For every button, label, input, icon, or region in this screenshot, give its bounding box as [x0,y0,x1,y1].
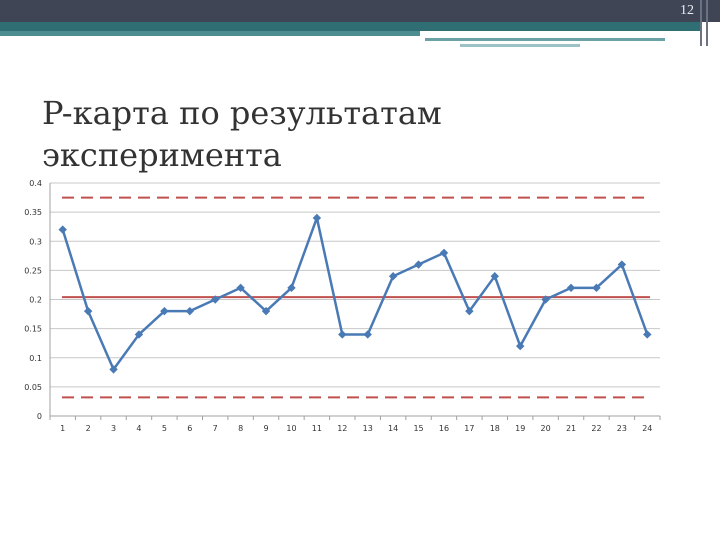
header-stripe [0,22,700,31]
x-tick-label: 12 [337,424,347,433]
y-tick-label: 0.1 [29,354,42,363]
x-tick-label: 5 [162,424,167,433]
x-tick-label: 24 [642,424,652,433]
x-tick-label: 21 [566,424,576,433]
data-point [83,306,93,316]
y-tick-label: 0.4 [29,179,42,188]
x-tick-label: 19 [515,424,525,433]
y-tick-label: 0.25 [24,266,42,275]
x-tick-label: 11 [312,424,322,433]
x-tick-label: 4 [136,424,141,433]
y-tick-label: 0.05 [24,383,42,392]
data-point [185,306,194,316]
data-point [236,283,245,293]
data-point [490,271,499,281]
x-tick-label: 13 [363,424,373,433]
x-tick-label: 2 [86,424,91,433]
x-tick-label: 23 [617,424,627,433]
data-point [388,271,398,281]
data-point [592,283,601,293]
x-tick-label: 3 [111,424,116,433]
x-tick-label: 17 [464,424,474,433]
data-point [566,283,576,293]
data-point [211,295,220,304]
x-tick-label: 7 [213,424,218,433]
header-stripe [460,44,580,47]
header-divider [700,0,702,46]
slide-number: 12 [680,3,694,18]
data-point [58,225,67,234]
data-point [439,248,449,258]
data-point [414,260,423,269]
data-point [617,260,627,269]
x-tick-label: 9 [263,424,268,433]
x-tick-label: 8 [238,424,243,433]
data-point [160,306,169,316]
data-point [109,365,118,374]
series-line [61,216,649,371]
data-point [465,306,474,316]
header-bar [0,0,720,22]
x-tick-label: 18 [490,424,500,433]
x-tick-label: 6 [187,424,192,433]
data-point [261,306,271,316]
data-point [643,330,652,339]
x-tick-label: 1 [60,424,65,433]
data-point [338,330,347,339]
x-tick-label: 15 [413,424,423,433]
y-tick-label: 0.35 [24,208,42,217]
x-tick-label: 14 [388,424,398,433]
x-tick-label: 16 [439,424,449,433]
slide-title: P-карта по результатам эксперимента [42,94,442,174]
header-stripe [425,38,665,41]
data-point [363,330,372,339]
x-tick-label: 20 [541,424,551,433]
x-tick-label: 22 [591,424,601,433]
data-point [287,283,296,293]
y-tick-label: 0 [37,412,42,421]
data-point [134,330,144,339]
data-point [312,213,322,223]
y-tick-label: 0.2 [29,296,42,305]
y-tick-label: 0.15 [24,325,42,334]
y-tick-label: 0.3 [29,237,42,246]
x-tick-label: 10 [286,424,296,433]
data-point [516,341,525,351]
data-point [541,295,550,304]
header-stripe [0,31,420,36]
header-divider [706,0,708,46]
